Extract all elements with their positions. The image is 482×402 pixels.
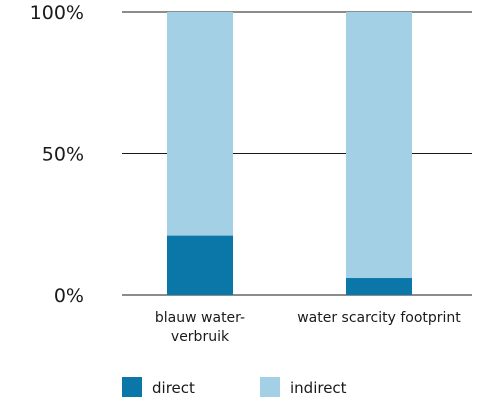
bar-direct xyxy=(346,278,412,295)
category-label: verbruik xyxy=(171,329,230,345)
y-tick-label: 0% xyxy=(54,285,84,307)
bars xyxy=(167,12,412,295)
y-tick-label: 100% xyxy=(30,2,84,24)
bar-indirect xyxy=(167,12,233,236)
bar-indirect xyxy=(346,12,412,279)
legend-label-direct: direct xyxy=(152,379,195,397)
category-labels: blauw water-verbruik water scarcity footp… xyxy=(155,310,461,345)
bar-direct xyxy=(167,235,233,295)
legend-swatch-indirect xyxy=(260,377,280,397)
legend-swatch-direct xyxy=(122,377,142,397)
legend: direct indirect xyxy=(122,377,347,397)
category-label: blauw water- xyxy=(155,310,245,326)
category-label: water scarcity footprint xyxy=(297,310,461,326)
y-tick-label: 50% xyxy=(42,144,84,166)
y-axis-tick-labels: 0% 50% 100% xyxy=(30,2,84,307)
legend-label-indirect: indirect xyxy=(290,379,347,397)
